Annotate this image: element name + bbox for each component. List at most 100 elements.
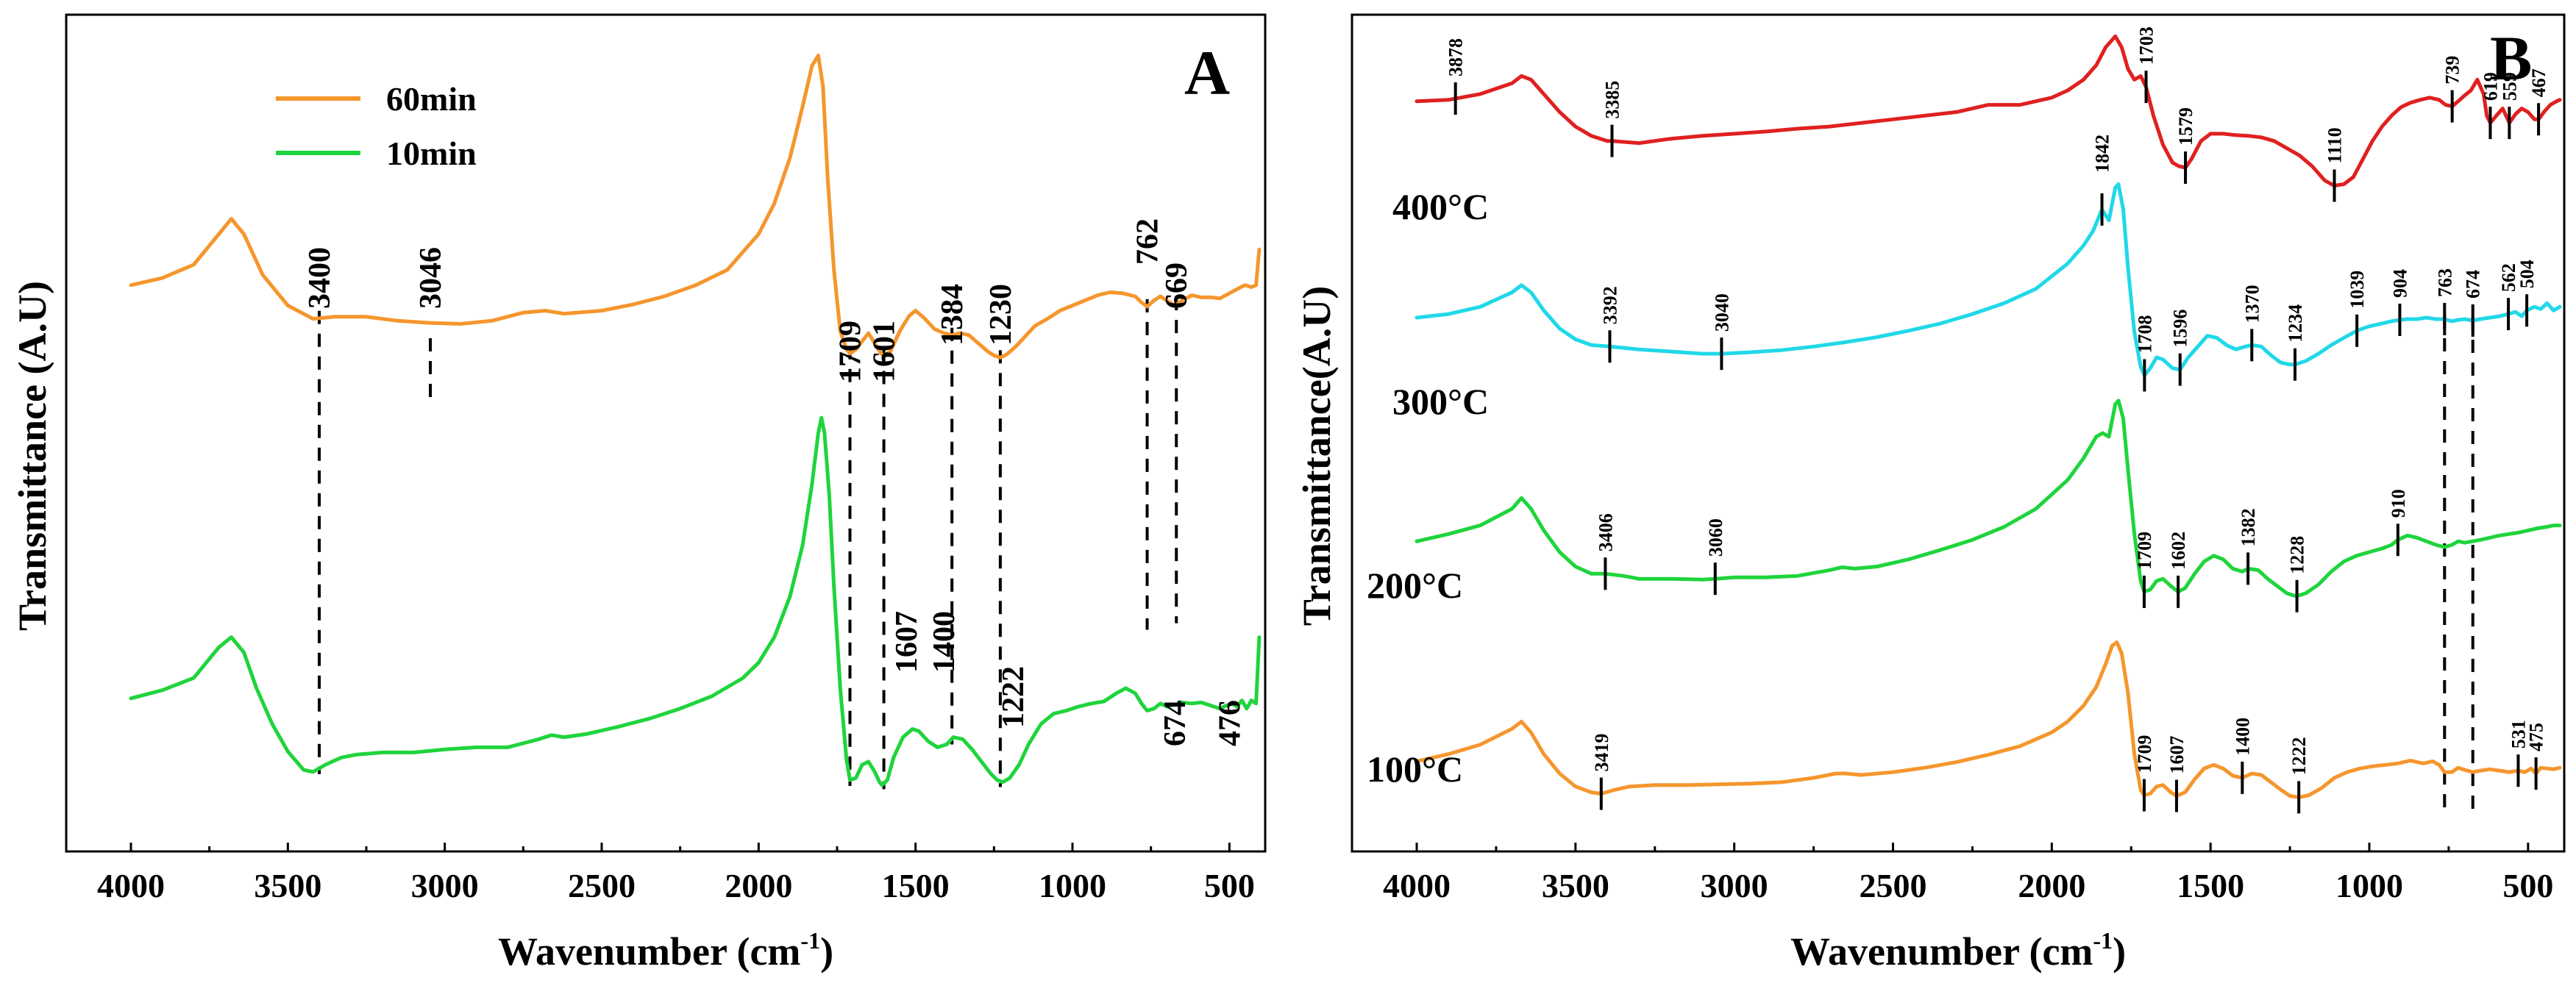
peak-label-a-674: 674 xyxy=(1159,700,1192,746)
peak-label-a-1384: 1384 xyxy=(936,284,969,346)
panel-b-x-axis-title-sup: -1 xyxy=(2093,927,2113,954)
peak-label-a-3046: 3046 xyxy=(414,247,448,309)
peak-label-b-763: 763 xyxy=(2434,268,2455,297)
peak-label-b-910: 910 xyxy=(2388,489,2409,518)
peak-label-a-1230: 1230 xyxy=(984,284,1018,346)
panel-b-series-400C xyxy=(1415,34,2562,187)
peak-label-b-1607: 1607 xyxy=(2166,735,2188,774)
peak-label-b-1703: 1703 xyxy=(2136,26,2157,65)
panel-a-frame xyxy=(65,13,1267,853)
peak-label-b-3419: 3419 xyxy=(1591,734,1612,772)
legend-label-10min: 10min xyxy=(386,135,477,172)
panel-b-frame xyxy=(1351,13,2566,853)
panel-a-plot: 4000 3500 3000 2500 2000 1500 1000 500 3400 3046… xyxy=(10,13,1267,974)
peak-label-a-669: 669 xyxy=(1160,262,1194,309)
peak-label-a-3400: 3400 xyxy=(303,247,337,309)
peak-label-a-1222: 1222 xyxy=(997,666,1031,728)
x-tick-label: 500 xyxy=(1204,867,1255,904)
panel-b-series xyxy=(1415,34,2562,799)
x-tick-label: 1500 xyxy=(882,867,950,904)
peak-label-b-1400: 1400 xyxy=(2232,718,2253,756)
peak-label-b-1370: 1370 xyxy=(2241,285,2263,323)
panel-b-series-100C xyxy=(1415,640,2562,799)
peak-label-b-3385: 3385 xyxy=(1601,81,1623,119)
series-label-300c: 300°C xyxy=(1392,381,1489,422)
panel-b-dashed-markers xyxy=(2443,315,2474,817)
x-tick-label: 3000 xyxy=(1701,867,1768,904)
panel-a-x-axis-title-main: Wavenumber (cm xyxy=(498,929,800,974)
x-tick-label: 2500 xyxy=(568,867,636,904)
peak-label-b-1602: 1602 xyxy=(2168,532,2189,570)
panel-a-x-axis-title-sup: -1 xyxy=(800,927,820,954)
peak-label-b-559: 559 xyxy=(2499,72,2520,101)
panel-b-y-axis-title: Transmittance(A.U) xyxy=(1295,286,1339,626)
series-label-100c: 100°C xyxy=(1367,749,1463,790)
peak-label-b-3040: 3040 xyxy=(1711,293,1732,332)
x-tick-label: 4000 xyxy=(1383,867,1451,904)
peak-label-b-1596: 1596 xyxy=(2170,310,2191,348)
panel-b-x-axis-title-main: Wavenumber (cm xyxy=(1790,929,2093,974)
x-tick-label: 3000 xyxy=(411,867,479,904)
peak-label-a-1607: 1607 xyxy=(890,611,924,673)
legend-label-60min: 60min xyxy=(386,80,477,118)
panel-a-series xyxy=(129,54,1262,787)
peak-label-a-1709: 1709 xyxy=(833,321,867,382)
peak-label-a-1601: 1601 xyxy=(868,321,902,382)
peak-label-b-3406: 3406 xyxy=(1595,513,1616,551)
panel-a-title: A xyxy=(1184,37,1230,108)
panel-b-series-200C xyxy=(1415,399,2562,599)
panel-b-plot: 4000 3500 3000 2500 2000 1500 1000 500 3878 3385… xyxy=(1295,13,2566,974)
peak-label-b-1708: 1708 xyxy=(2134,315,2155,354)
panel-b-series-300C xyxy=(1415,182,2562,377)
peak-label-b-467: 467 xyxy=(2528,68,2550,97)
x-tick-label: 500 xyxy=(2502,867,2553,904)
x-tick-label: 3500 xyxy=(1542,867,1609,904)
x-tick-label: 1000 xyxy=(2335,867,2403,904)
panel-b-x-axis-title: Wavenumber (cm-1) xyxy=(1790,927,2126,974)
x-tick-label: 1500 xyxy=(2177,867,2244,904)
x-tick-label: 2000 xyxy=(725,867,792,904)
panel-a-legend: 60min 10min xyxy=(276,80,477,172)
x-tick-label: 3500 xyxy=(254,867,321,904)
peak-label-b-1228: 1228 xyxy=(2287,536,2308,574)
panel-a-x-axis-title-end: ) xyxy=(820,929,833,974)
peak-label-a-762: 762 xyxy=(1131,218,1165,265)
x-tick-label: 4000 xyxy=(97,867,165,904)
peak-label-b-562: 562 xyxy=(2498,263,2519,292)
peak-label-b-1709: 1709 xyxy=(2134,735,2155,773)
peak-label-b-531: 531 xyxy=(2508,720,2529,749)
peak-label-a-1400: 1400 xyxy=(928,611,961,673)
peak-label-a-476: 476 xyxy=(1213,700,1247,746)
panel-a-y-axis-title: Transmittance (A.U) xyxy=(10,281,54,631)
peak-label-b-1039: 1039 xyxy=(2346,271,2368,309)
peak-label-b-504: 504 xyxy=(2516,260,2538,288)
peak-label-b-1709: 1709 xyxy=(2134,532,2155,570)
panel-b-x-ticks: 4000 3500 3000 2500 2000 1500 1000 500 xyxy=(1383,843,2553,904)
peak-label-b-904: 904 xyxy=(2389,269,2410,298)
panel-a-x-axis-title: Wavenumber (cm-1) xyxy=(498,927,833,974)
panel-a-series-60min xyxy=(129,54,1262,360)
peak-label-b-1579: 1579 xyxy=(2175,107,2196,146)
panel-a-series-10min xyxy=(129,415,1262,787)
panel-b-title: B xyxy=(2490,23,2532,93)
peak-label-b-3060: 3060 xyxy=(1705,518,1726,557)
peak-label-b-3392: 3392 xyxy=(1599,286,1620,324)
peak-label-b-739: 739 xyxy=(2442,56,2463,85)
panel-a-dashed-markers xyxy=(318,297,1178,790)
peak-label-b-1842: 1842 xyxy=(2092,135,2113,173)
x-tick-label: 2500 xyxy=(1860,867,1927,904)
peak-label-b-475: 475 xyxy=(2526,723,2547,751)
panel-a-x-ticks: 4000 3500 3000 2500 2000 1500 1000 500 xyxy=(97,843,1255,904)
x-tick-label: 2000 xyxy=(2018,867,2085,904)
peak-label-b-619: 619 xyxy=(2480,72,2501,101)
x-tick-label: 1000 xyxy=(1039,867,1106,904)
panel-b-x-axis-title-end: ) xyxy=(2113,929,2126,974)
peak-label-b-1234: 1234 xyxy=(2285,304,2306,343)
series-label-400c: 400°C xyxy=(1392,186,1489,227)
peak-label-b-1382: 1382 xyxy=(2238,508,2259,546)
peak-label-b-1110: 1110 xyxy=(2324,127,2346,163)
series-label-200c: 200°C xyxy=(1367,565,1463,606)
